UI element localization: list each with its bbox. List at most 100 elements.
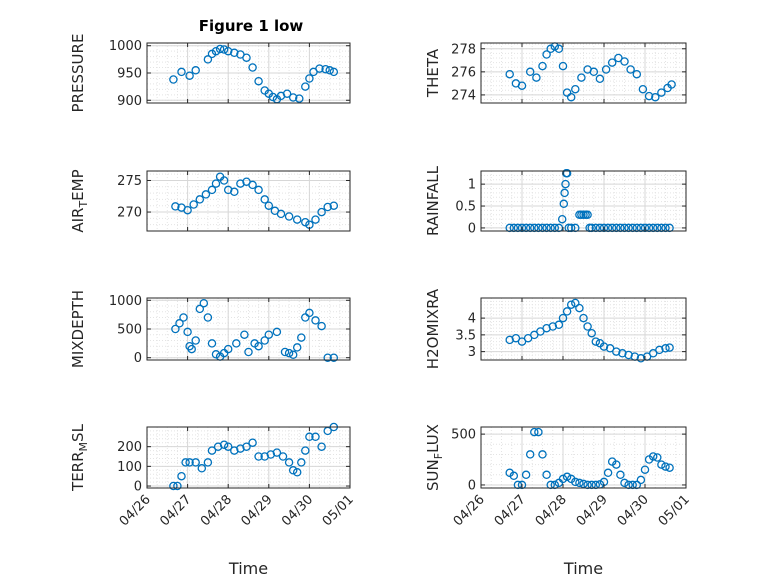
data-point <box>620 57 629 66</box>
data-point <box>317 207 326 217</box>
data-point <box>323 353 332 362</box>
y-tick-label: 500 <box>117 323 142 338</box>
y-tick-label: 1000 <box>109 294 142 309</box>
data-point <box>207 185 217 195</box>
y-tick-label: 1 <box>468 178 476 193</box>
data-point <box>321 64 330 74</box>
data-point <box>665 463 674 472</box>
data-point <box>264 201 274 210</box>
data-point <box>651 92 660 102</box>
data-point <box>532 73 541 82</box>
y-tick-label: 276 <box>451 65 476 80</box>
data-point <box>657 460 666 469</box>
data-point <box>616 470 625 480</box>
data-point <box>211 350 221 359</box>
x-axis-label: Time <box>228 559 268 578</box>
data-point <box>558 313 568 323</box>
data-point <box>169 481 178 491</box>
data-point <box>562 472 572 482</box>
data-point <box>583 322 592 331</box>
data-point <box>244 347 253 357</box>
data-point <box>329 201 339 210</box>
data-point <box>254 341 263 351</box>
data-point <box>292 215 302 224</box>
x-axis-label: Time <box>563 559 603 578</box>
data-point <box>542 50 551 59</box>
data-point <box>183 205 192 215</box>
axes-box <box>146 170 351 232</box>
data-point <box>579 313 588 323</box>
data-point <box>305 308 314 318</box>
y-tick-label: 0 <box>134 480 142 495</box>
data-point <box>665 343 674 352</box>
data-point <box>179 313 188 322</box>
y-tick-label: 270 <box>117 206 142 221</box>
data-point <box>223 46 233 56</box>
data-point <box>558 61 568 71</box>
data-point <box>260 336 269 345</box>
data-point <box>587 328 596 338</box>
data-point <box>640 465 650 474</box>
data-point <box>288 93 298 102</box>
data-point <box>554 44 564 54</box>
data-point <box>272 327 282 337</box>
data-point <box>311 215 320 224</box>
axes-box <box>480 42 687 104</box>
data-point <box>211 179 221 188</box>
y-tick-label: 278 <box>451 42 476 57</box>
data-point <box>538 450 547 459</box>
data-point <box>181 458 190 467</box>
y-axis-label: RAINFALL <box>424 165 442 236</box>
data-point <box>575 303 584 313</box>
data-point <box>240 330 249 339</box>
data-point <box>169 75 178 84</box>
data-point <box>301 82 310 91</box>
data-point <box>207 446 217 455</box>
data-point <box>554 320 564 330</box>
data-point <box>560 188 569 198</box>
data-point <box>571 298 580 308</box>
data-point <box>284 348 294 358</box>
data-point <box>599 342 609 351</box>
axes-panel-5: 0 500 1000 MIXDEPTH <box>69 290 351 368</box>
y-tick-label: 500 <box>451 428 476 443</box>
data-point <box>525 67 535 77</box>
data-point <box>632 69 642 79</box>
data-point <box>591 337 601 346</box>
data-point <box>612 460 621 469</box>
data-point <box>566 300 576 309</box>
data-point <box>191 336 200 345</box>
data-point <box>538 61 547 71</box>
data-point <box>177 471 186 481</box>
axes-panel-2: 274 276 278 THETA <box>424 42 687 104</box>
data-point <box>305 74 314 83</box>
y-axis-label: AIRTEMP <box>69 169 90 232</box>
y-tick-label: 200 <box>117 440 142 455</box>
data-point <box>171 202 180 211</box>
data-point <box>317 321 326 331</box>
data-point <box>589 67 599 77</box>
y-tick-label: 950 <box>117 67 142 82</box>
data-point <box>323 202 332 212</box>
data-point <box>534 427 543 437</box>
data-point <box>661 462 670 471</box>
data-point <box>189 200 198 209</box>
data-point <box>232 339 241 348</box>
data-point <box>521 470 531 480</box>
data-point <box>197 464 207 473</box>
data-point <box>562 307 572 316</box>
data-point <box>657 88 666 97</box>
data-point <box>254 452 263 461</box>
data-point <box>288 466 298 475</box>
y-axis-label: TERRMSL <box>69 423 90 492</box>
data-point <box>276 209 286 219</box>
data-point <box>199 298 209 308</box>
figure-title: Figure 1 low <box>199 17 304 35</box>
y-tick-label: 275 <box>117 174 142 189</box>
data-point <box>548 322 558 331</box>
data-point <box>185 458 194 467</box>
data-point <box>607 58 617 67</box>
data-point <box>278 452 288 461</box>
data-point <box>185 71 194 80</box>
data-point <box>648 452 658 461</box>
